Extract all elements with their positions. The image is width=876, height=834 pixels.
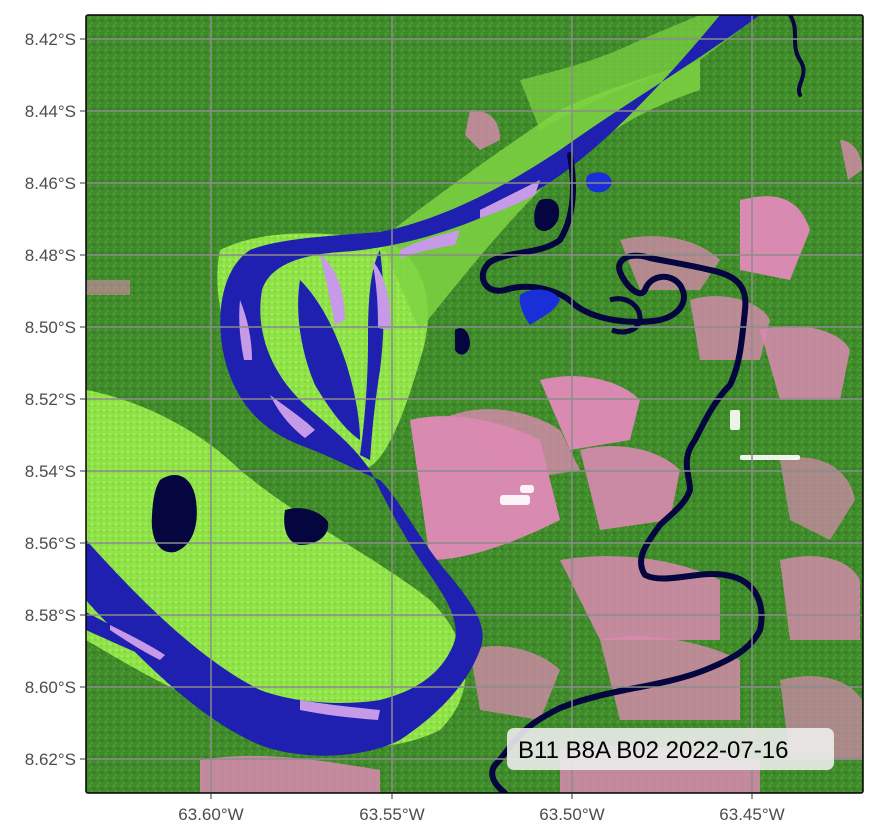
- river-channel-inner: [298, 280, 360, 440]
- y-axis: [80, 38, 86, 760]
- lat-label: 8.50°S: [25, 318, 76, 337]
- lat-label: 8.54°S: [25, 462, 76, 481]
- lake-center: [284, 508, 329, 545]
- x-axis: [210, 793, 753, 799]
- satellite-image: B11 B8A B02 2022-07-16: [86, 15, 863, 793]
- lat-label: 8.44°S: [25, 102, 76, 121]
- meandering-tributary: [479, 152, 765, 793]
- y-axis-labels: 8.42°S 8.44°S 8.46°S 8.48°S 8.50°S 8.52°…: [25, 30, 76, 769]
- lat-label: 8.46°S: [25, 174, 76, 193]
- lon-label: 63.50°W: [539, 805, 604, 824]
- lake-small: [455, 328, 470, 355]
- graticule: [86, 15, 863, 793]
- lat-label: 8.42°S: [25, 30, 76, 49]
- lat-label: 8.60°S: [25, 678, 76, 697]
- panel-border: [85, 14, 864, 794]
- caption-badge: B11 B8A B02 2022-07-16: [507, 728, 834, 770]
- cloud-speckles: [500, 410, 800, 505]
- caption-badge-bg: [507, 728, 834, 770]
- lake-left: [151, 475, 197, 553]
- lon-label: 63.45°W: [719, 805, 784, 824]
- sandbars: [110, 180, 540, 720]
- lat-label: 8.52°S: [25, 390, 76, 409]
- tributary-top-right: [788, 15, 806, 97]
- caption-text: B11 B8A B02 2022-07-16: [518, 737, 788, 764]
- x-axis-labels: 63.60°W 63.55°W 63.50°W 63.45°W: [178, 805, 784, 824]
- lon-label: 63.55°W: [359, 805, 424, 824]
- lake-crescent: [534, 198, 560, 232]
- oxbow-loop: [609, 296, 643, 335]
- blue-lake-2: [519, 289, 560, 325]
- lat-label: 8.58°S: [25, 606, 76, 625]
- lat-label: 8.48°S: [25, 246, 76, 265]
- lat-label: 8.62°S: [25, 750, 76, 769]
- floodplain-strip: [380, 60, 700, 330]
- lon-label: 63.60°W: [178, 805, 243, 824]
- dark-water-bodies: [151, 198, 560, 553]
- lat-label: 8.56°S: [25, 534, 76, 553]
- river-lower-exit: [86, 560, 260, 720]
